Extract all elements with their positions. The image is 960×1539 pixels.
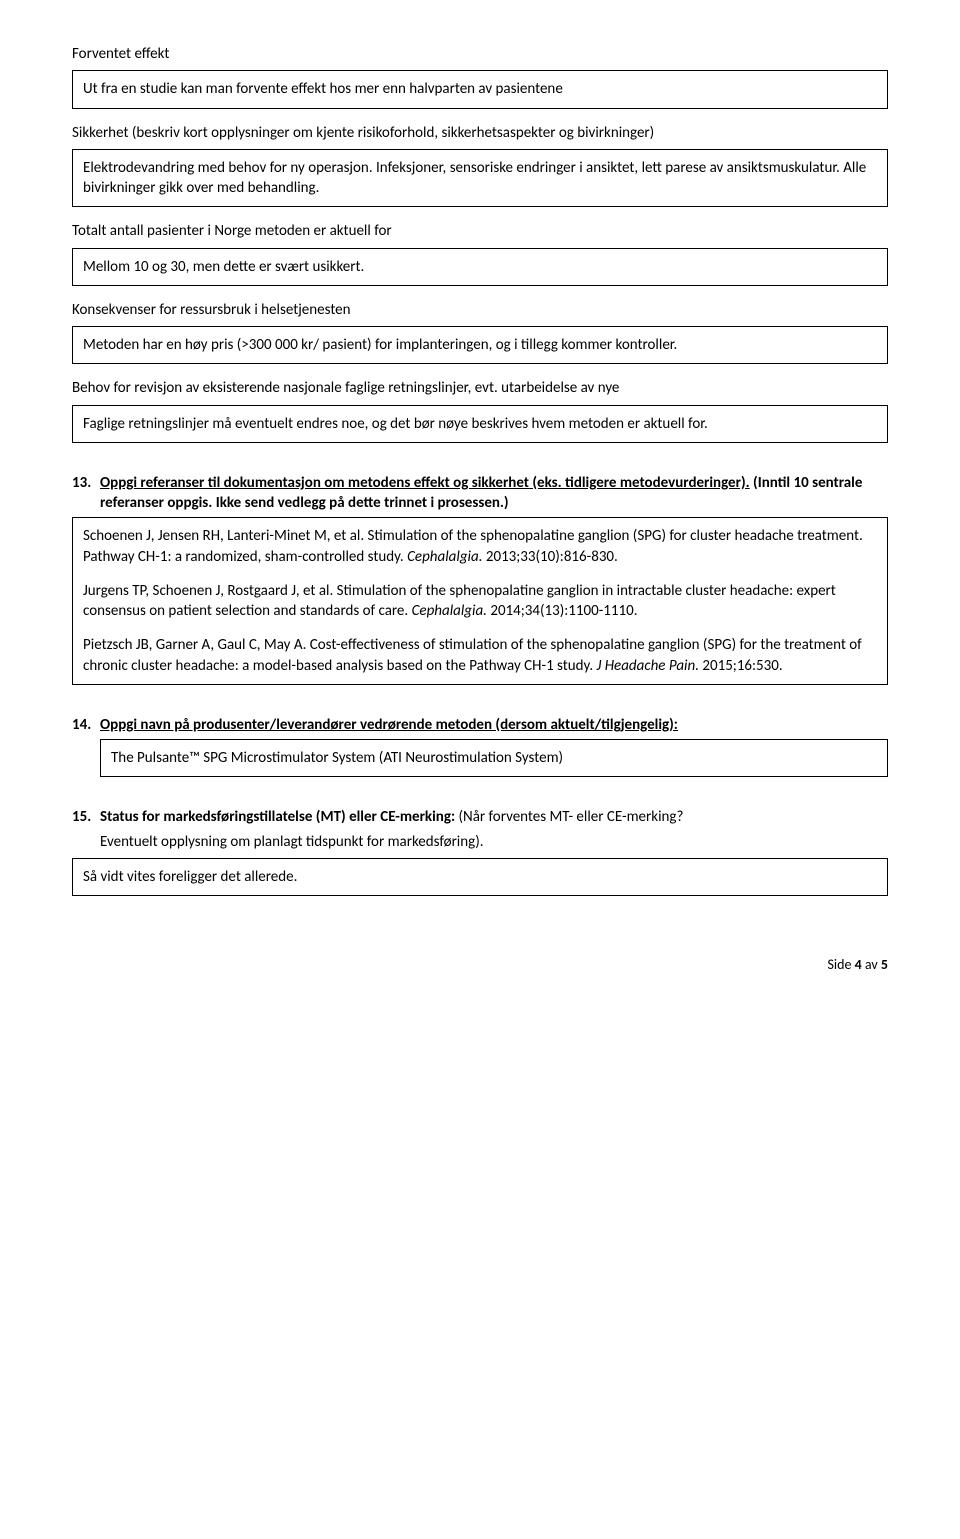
reference-2-journal: Cephalalgia. — [412, 602, 487, 620]
behov-label: Behov for revisjon av eksisterende nasjo… — [72, 378, 888, 398]
q15-continue: Eventuelt opplysning om planlagt tidspun… — [100, 832, 888, 852]
reference-3: Pietzsch JB, Garner A, Gaul C, May A. Co… — [83, 635, 877, 676]
reference-1-citation: 2013;33(10):816-830. — [482, 548, 617, 566]
footer-av: av — [862, 956, 881, 973]
q13-heading: 13. Oppgi referanser til dokumentasjon o… — [72, 473, 888, 514]
forventet-effekt-box: Ut fra en studie kan man forvente effekt… — [72, 70, 888, 108]
reference-1-journal: Cephalalgia. — [407, 548, 482, 566]
q15-box: Så vidt vites foreligger det allerede. — [72, 858, 888, 896]
sikkerhet-label: Sikkerhet (beskriv kort opplysninger om … — [72, 123, 888, 143]
q15-heading: 15. Status for markedsføringstillatelse … — [72, 807, 888, 827]
q14-number: 14. — [72, 715, 100, 735]
reference-2-citation: 2014;34(13):1100-1110. — [487, 602, 638, 620]
page-footer: Side 4 av 5 — [72, 956, 888, 975]
reference-3-journal: J Headache Pain. — [597, 657, 699, 675]
q13-title: Oppgi referanser til dokumentasjon om me… — [100, 473, 888, 514]
q14-title: Oppgi navn på produsenter/leverandører v… — [100, 715, 888, 735]
q15-title-rest: (Når forventes MT- eller CE-merking? — [455, 808, 683, 826]
footer-side: Side — [828, 956, 855, 973]
behov-box: Faglige retningslinjer må eventuelt endr… — [72, 405, 888, 443]
q15-title: Status for markedsføringstillatelse (MT)… — [100, 807, 888, 827]
q14-heading: 14. Oppgi navn på produsenter/leverandør… — [72, 715, 888, 735]
forventet-effekt-label: Forventet effekt — [72, 44, 888, 64]
reference-3-citation: 2015;16:530. — [699, 657, 783, 675]
q13-title-underline: Oppgi referanser til dokumentasjon om me… — [100, 474, 750, 492]
totalt-label: Totalt antall pasienter i Norge metoden … — [72, 221, 888, 241]
konsekvenser-box: Metoden har en høy pris (>300 000 kr/ pa… — [72, 326, 888, 364]
totalt-box: Mellom 10 og 30, men dette er svært usik… — [72, 248, 888, 286]
q13-number: 13. — [72, 473, 100, 514]
q14-box: The Pulsante™ SPG Microstimulator System… — [100, 739, 888, 777]
q15-title-bold: Status for markedsføringstillatelse (MT)… — [100, 808, 455, 826]
q15-number: 15. — [72, 807, 100, 827]
reference-1: Schoenen J, Jensen RH, Lanteri-Minet M, … — [83, 526, 877, 567]
q13-references-box: Schoenen J, Jensen RH, Lanteri-Minet M, … — [72, 517, 888, 685]
konsekvenser-label: Konsekvenser for ressursbruk i helsetjen… — [72, 300, 888, 320]
footer-page-total: 5 — [881, 956, 888, 973]
footer-page-current: 4 — [855, 956, 862, 973]
reference-2: Jurgens TP, Schoenen J, Rostgaard J, et … — [83, 581, 877, 622]
sikkerhet-box: Elektrodevandring med behov for ny opera… — [72, 149, 888, 208]
